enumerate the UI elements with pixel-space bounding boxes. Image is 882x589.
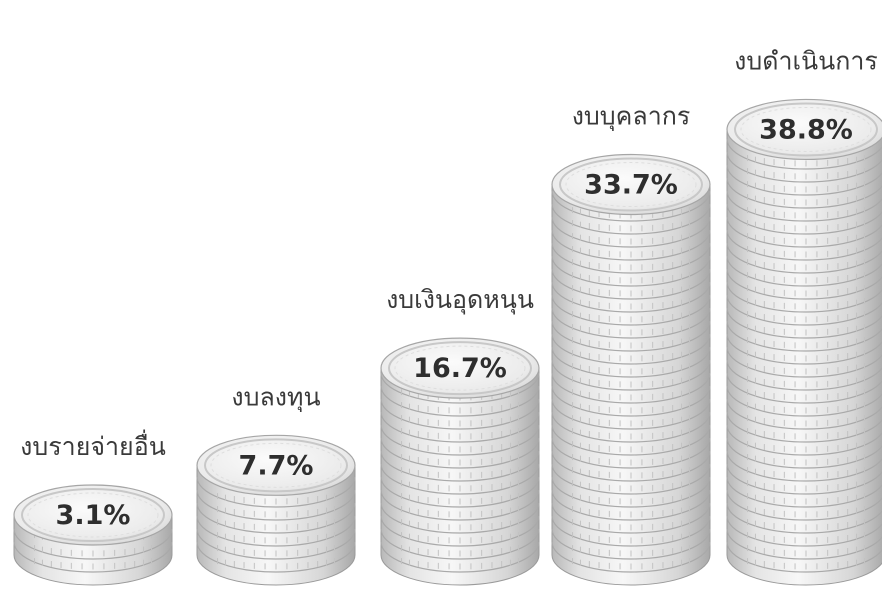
coin-stack-body: [726, 128, 882, 586]
coin-stack-4: 33.7% งบบุคลากร: [551, 102, 711, 586]
category-label-5: งบดำเนินการ: [734, 46, 878, 75]
coin-inner-ring: [565, 162, 697, 208]
coin-rim: [204, 438, 348, 493]
coin-inner-ring: [394, 345, 526, 391]
coin-top-face: [196, 434, 356, 496]
coin-top-face: [380, 337, 540, 399]
coin-ridges: [401, 389, 519, 570]
value-label-5: 38.8%: [759, 114, 853, 145]
coin-inner-ring: [27, 492, 159, 538]
coin-top-face: [726, 98, 882, 161]
coin-seams: [551, 190, 711, 573]
category-label-1: งบรายจ่ายอื่น: [20, 429, 166, 461]
category-label-3: งบเงินอุดหนุน: [386, 285, 534, 315]
value-label-4: 33.7%: [584, 170, 678, 201]
coin-rim: [388, 341, 532, 396]
coin-top-face: [13, 484, 173, 546]
coin-stack-5: 38.8% งบดำเนินการ: [726, 46, 882, 586]
value-label-2: 7.7%: [239, 450, 314, 481]
coin-rim: [734, 102, 878, 157]
value-label-1: 3.1%: [56, 500, 131, 531]
coin-rim: [559, 157, 703, 212]
coin-seams: [13, 528, 173, 573]
category-label-4: งบบุคลากร: [572, 102, 691, 132]
coin-seams: [380, 372, 540, 573]
coin-stack-3: 16.7% งบเงินอุดหนุน: [380, 285, 540, 586]
coin-stack-1: 3.1% งบรายจ่ายอื่น: [13, 429, 173, 586]
coin-stack-2: 7.7% งบลงทุน: [196, 382, 356, 586]
coin-rim: [21, 488, 165, 542]
coin-ridges: [572, 207, 690, 570]
coin-inner-ring: [740, 106, 872, 152]
category-label-2: งบลงทุน: [231, 382, 320, 412]
coin-inner-ring: [210, 442, 342, 488]
coin-top-face: [551, 153, 711, 216]
value-label-3: 16.7%: [413, 353, 507, 384]
coin-seams: [196, 476, 356, 573]
coin-seams: [726, 138, 882, 573]
